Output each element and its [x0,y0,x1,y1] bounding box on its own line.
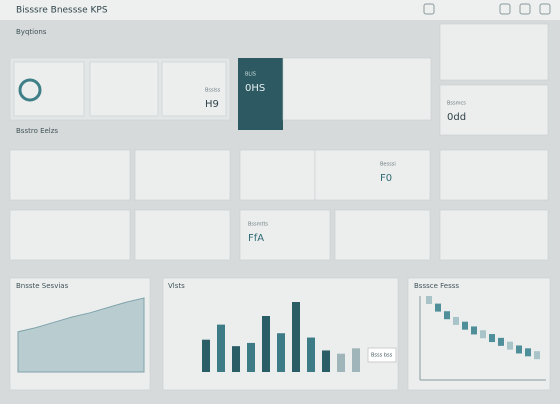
kpi-label: Bssmcs [447,101,466,107]
candle [471,326,477,335]
icon[interactable] [519,3,531,15]
candle [462,321,468,330]
section-title: Byqtions [16,28,47,36]
candle [480,330,486,339]
kpi-label: BLIS [245,72,256,78]
kpi-value: 0HS [245,83,265,94]
card [439,23,549,81]
card-grid [9,149,549,261]
icon[interactable] [539,3,551,15]
icon [18,78,42,102]
icon[interactable] [423,3,435,15]
candle [525,348,531,357]
bar [202,339,210,372]
bar [217,324,225,372]
card [13,61,85,117]
highlight-card [238,58,283,130]
kpi-value: FfA [248,233,264,244]
area [17,297,145,373]
chart-title: Vlsts [168,282,185,290]
candle [507,341,513,350]
candle [489,334,495,343]
app-title: Bisssre Bnessse KPS [16,6,108,16]
card [439,84,549,136]
chart-title: Bsssce Fesss [414,282,459,290]
toolbar-icons[interactable] [423,3,551,15]
candle [498,337,504,346]
trend-panel [407,277,551,391]
kpi-label: Bsslss [205,88,221,94]
candle [444,311,450,320]
bar [292,302,300,372]
icon[interactable] [499,3,511,15]
section-title: Bsstro Eelzs [16,127,58,135]
bar [277,333,285,372]
top-bar [0,0,560,20]
bar [337,353,345,372]
bar [232,346,240,372]
candle [516,345,522,354]
bar [247,342,255,372]
kpi-label: Besssi [380,162,396,168]
candle [426,296,432,304]
bar [307,337,315,372]
card [89,61,159,117]
bar [352,348,360,372]
bar [322,350,330,372]
tooltip-text: Bsss bss [371,353,393,359]
chart-title: Bnsste Sesvias [16,282,69,290]
kpi-value: H9 [205,99,219,110]
candle [453,316,459,325]
card [161,61,227,117]
bar [262,316,270,372]
candle [534,351,540,360]
kpi-label: Bssmtts [248,222,268,228]
candle [435,303,441,312]
kpi-value: 0dd [447,112,466,123]
card [282,57,432,121]
kpi-value: F0 [380,173,392,184]
tooltip [367,347,397,363]
